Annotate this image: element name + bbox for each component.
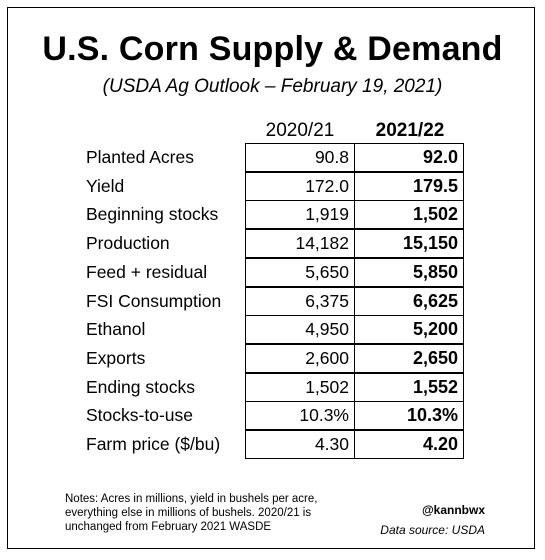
cell-2020-21: 14,182: [245, 229, 355, 259]
notes: Notes: Acres in millions, yield in bushe…: [65, 493, 318, 533]
cell-2020-21: 4,950: [245, 315, 355, 345]
row-label: Beginning stocks: [86, 204, 219, 225]
cell-2021-22: 5,200: [354, 315, 464, 345]
author-handle: @kannbwx: [421, 503, 485, 517]
cell-2021-22: 179.5: [354, 171, 464, 201]
row-label: Ending stocks: [86, 376, 195, 397]
row-label: Exports: [86, 347, 146, 368]
row-label: Planted Acres: [86, 147, 194, 167]
data-source: Data source: USDA: [380, 523, 485, 537]
cell-2020-21: 5,650: [245, 257, 355, 287]
cell-2020-21: 10.3%: [245, 401, 355, 431]
cell-2020-21: 90.8: [245, 143, 355, 172]
row-label: Ethanol: [86, 319, 146, 340]
row-label: Yield: [86, 175, 125, 196]
cell-2021-22: 1,502: [354, 200, 464, 230]
page-subtitle: (USDA Ag Outlook – February 19, 2021): [102, 76, 443, 97]
row-label: Farm price ($/bu): [86, 434, 221, 454]
row-label: Production: [86, 233, 170, 254]
cell-2020-21: 1,919: [245, 200, 355, 230]
row-label: Feed + residual: [86, 261, 208, 282]
cell-2021-22: 4.20: [354, 430, 464, 459]
cell-2021-22: 1,552: [354, 372, 464, 402]
cell-2021-22: 10.3%: [354, 401, 464, 431]
cell-2020-21: 6,375: [245, 286, 355, 316]
cell-2020-21: 172.0: [245, 171, 355, 201]
page-title: U.S. Corn Supply & Demand: [42, 30, 503, 68]
cell-2020-21: 4.30: [245, 430, 355, 459]
cell-2021-22: 2,650: [354, 343, 464, 373]
border-frame: [7, 7, 535, 549]
cell-2021-22: 15,150: [354, 229, 464, 259]
column-header-2021-22: 2021/22: [375, 120, 445, 141]
cell-2020-21: 1,502: [245, 372, 355, 402]
cell-2020-21: 2,600: [245, 343, 355, 373]
column-header-2020-21: 2020/21: [265, 120, 335, 141]
row-label: Stocks-to-use: [86, 405, 193, 426]
cell-2021-22: 92.0: [354, 143, 464, 172]
cell-2021-22: 5,850: [354, 257, 464, 287]
row-label: FSI Consumption: [86, 290, 222, 311]
cell-2021-22: 6,625: [354, 286, 464, 316]
